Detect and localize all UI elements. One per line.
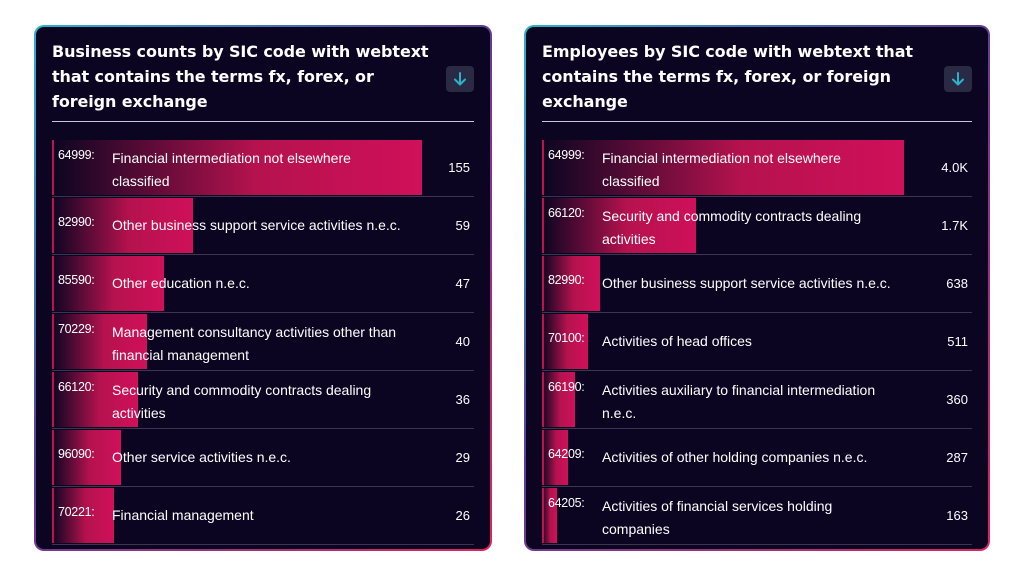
employees-panel: Employees by SIC code with webtext that … xyxy=(524,25,990,551)
table-row: 64209: Activities of other holding compan… xyxy=(542,429,972,487)
value-label: 4.0K xyxy=(941,160,968,175)
value-label: 287 xyxy=(946,450,968,465)
sic-label: Management consultancy activities other … xyxy=(112,324,397,363)
business-counts-panel: Business counts by SIC code with webtext… xyxy=(34,25,492,551)
sic-label: Financial intermediation not elsewhere c… xyxy=(602,150,841,189)
bar xyxy=(542,256,600,311)
table-row: 66120: Security and commodity contracts d… xyxy=(52,371,474,429)
business-counts-card: Business counts by SIC code with webtext… xyxy=(36,27,490,549)
sic-code: 85590: xyxy=(58,273,95,287)
bar xyxy=(52,314,148,369)
table-row: 96090: Other service activities n.e.c. 29 xyxy=(52,429,474,487)
bar xyxy=(52,372,138,427)
sic-code: 66120: xyxy=(548,206,585,220)
sic-code: 96090: xyxy=(58,447,95,461)
employees-card: Employees by SIC code with webtext that … xyxy=(526,27,988,549)
chart-title: Employees by SIC code with webtext that … xyxy=(542,42,913,111)
download-button[interactable] xyxy=(446,66,474,92)
value-label: 29 xyxy=(455,450,470,465)
value-label: 638 xyxy=(946,276,968,291)
bar xyxy=(52,198,193,253)
sic-label: Activities of other holding companies n.… xyxy=(602,449,868,465)
value-label: 511 xyxy=(947,334,968,349)
sic-label: Other business support service activitie… xyxy=(112,217,401,233)
sic-label: Activities of financial services holding… xyxy=(602,498,833,537)
download-button[interactable] xyxy=(944,66,972,92)
sic-code: 64205: xyxy=(548,496,585,510)
sic-label: Financial management xyxy=(112,507,254,523)
value-label: 155 xyxy=(448,160,470,175)
sic-label: Other business support service activitie… xyxy=(602,275,891,291)
table-row: 70100: Activities of head offices 511 xyxy=(542,313,972,371)
sic-code: 64999: xyxy=(548,148,585,162)
arrow-down-icon xyxy=(952,72,964,86)
table-row: 66190: Activities auxiliary to financial … xyxy=(542,371,972,429)
bar xyxy=(52,488,115,543)
sic-code: 82990: xyxy=(548,273,585,287)
value-label: 36 xyxy=(455,392,470,407)
sic-label: Security and commodity contracts dealing… xyxy=(112,382,372,421)
bar xyxy=(542,430,568,485)
chart-header: Business counts by SIC code with webtext… xyxy=(52,39,474,122)
chart-header: Employees by SIC code with webtext that … xyxy=(542,39,972,122)
sic-label: Other service activities n.e.c. xyxy=(112,449,291,465)
bar xyxy=(542,372,575,427)
bar xyxy=(542,314,589,369)
table-row: 66120: Security and commodity contracts d… xyxy=(542,197,972,255)
table-row: 82990: Other business support service act… xyxy=(52,197,474,255)
sic-label: Activities auxiliary to financial interm… xyxy=(602,382,876,421)
sic-code: 66190: xyxy=(548,380,585,394)
chart-rows: 64999: Financial intermediation not elsew… xyxy=(52,139,474,545)
value-label: 59 xyxy=(455,218,470,233)
value-label: 360 xyxy=(946,392,968,407)
value-label: 40 xyxy=(455,334,470,349)
value-label: 1.7K xyxy=(941,218,968,233)
chart-title: Business counts by SIC code with webtext… xyxy=(52,42,429,111)
table-row: 82990: Other business support service act… xyxy=(542,255,972,313)
sic-code: 66120: xyxy=(58,380,95,394)
chart-rows: 64999: Financial intermediation not elsew… xyxy=(542,139,972,545)
bar xyxy=(542,198,696,253)
table-row: 64999: Financial intermediation not elsew… xyxy=(52,139,474,197)
sic-code: 70229: xyxy=(58,322,95,336)
sic-label: Security and commodity contracts dealing… xyxy=(602,208,862,247)
table-row: 85590: Other education n.e.c. 47 xyxy=(52,255,474,313)
bar xyxy=(542,488,557,543)
value-label: 26 xyxy=(455,508,470,523)
arrow-down-icon xyxy=(454,72,466,86)
table-row: 64205: Activities of financial services h… xyxy=(542,487,972,545)
value-label: 163 xyxy=(946,508,968,523)
table-row: 64999: Financial intermediation not elsew… xyxy=(542,139,972,197)
sic-code: 82990: xyxy=(58,215,95,229)
sic-code: 70100: xyxy=(548,331,585,345)
sic-code: 64209: xyxy=(548,447,585,461)
bar xyxy=(542,140,904,195)
sic-label: Activities of head offices xyxy=(602,333,752,349)
sic-label: Financial intermediation not elsewhere c… xyxy=(112,150,351,189)
value-label: 47 xyxy=(455,276,470,291)
table-row: 70221: Financial management 26 xyxy=(52,487,474,545)
bar xyxy=(52,140,422,195)
bar xyxy=(52,256,165,311)
sic-code: 64999: xyxy=(58,148,95,162)
sic-label: Other education n.e.c. xyxy=(112,275,250,291)
table-row: 70229: Management consultancy activities … xyxy=(52,313,474,371)
sic-code: 70221: xyxy=(58,505,95,519)
bar xyxy=(52,430,122,485)
